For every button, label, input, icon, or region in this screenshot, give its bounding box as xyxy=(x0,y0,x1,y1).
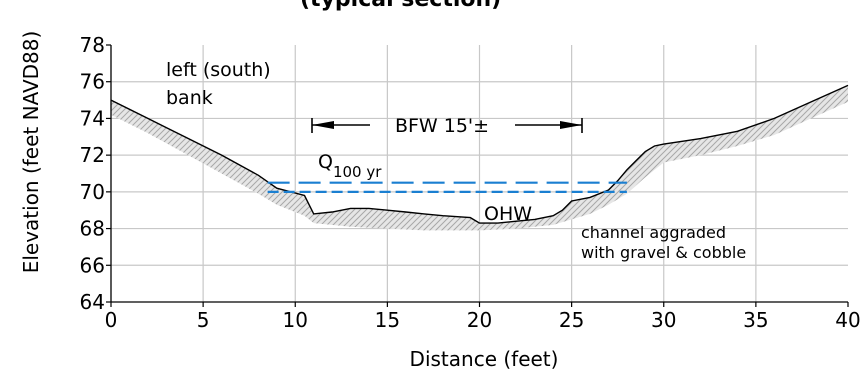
x-axis-label: Distance (feet) xyxy=(410,347,559,371)
title-fragment: (typical section) xyxy=(300,0,501,12)
left-bank-label-line1: left (south) xyxy=(166,59,271,81)
x-tick-label: 40 xyxy=(835,308,860,332)
x-tick-label: 0 xyxy=(105,308,118,332)
axes xyxy=(106,44,849,307)
x-tick-label: 15 xyxy=(375,308,400,332)
channel-note-line1: channel aggraded xyxy=(581,223,726,242)
x-tick-label: 10 xyxy=(283,308,308,332)
ohw-label: OHW xyxy=(484,203,532,225)
x-tick-label: 5 xyxy=(197,308,210,332)
bed-material-band xyxy=(111,85,848,231)
x-tick-label: 20 xyxy=(467,308,492,332)
y-tick-label: 66 xyxy=(80,253,105,277)
x-tick-label: 25 xyxy=(559,308,584,332)
y-tick-label: 74 xyxy=(80,106,105,130)
y-tick-label: 64 xyxy=(80,290,105,314)
bed-material-fill xyxy=(111,85,848,231)
x-tick-label: 35 xyxy=(743,308,768,332)
y-tick-label: 68 xyxy=(80,217,105,241)
y-tick-label: 70 xyxy=(80,180,105,204)
channel-note-line2: with gravel & cobble xyxy=(581,243,746,262)
bfw-label: BFW 15'± xyxy=(395,115,489,137)
y-tick-label: 76 xyxy=(80,70,105,94)
y-axis-label: Elevation (feet NAVD88) xyxy=(19,31,43,274)
y-tick-label: 78 xyxy=(80,33,105,57)
grid xyxy=(111,45,848,302)
tick-labels: 0 5 10 15 20 25 30 35 40 64 66 68 70 72 74 76 78 xyxy=(80,33,861,332)
bfw-dimension xyxy=(311,118,583,133)
y-tick-label: 72 xyxy=(80,143,105,167)
ground-profile xyxy=(110,84,849,224)
water-lines xyxy=(267,181,627,193)
left-bank-label-line2: bank xyxy=(166,87,213,109)
x-tick-label: 30 xyxy=(651,308,676,332)
q100-label: Q100 yr xyxy=(318,151,382,181)
ground-profile-line xyxy=(110,84,849,224)
